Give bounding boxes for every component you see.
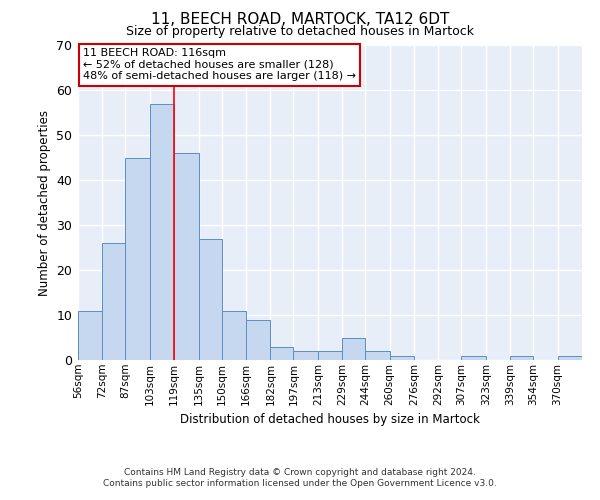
Y-axis label: Number of detached properties: Number of detached properties: [38, 110, 51, 296]
Text: Contains HM Land Registry data © Crown copyright and database right 2024.
Contai: Contains HM Land Registry data © Crown c…: [103, 468, 497, 487]
Bar: [342, 338, 365, 360]
Bar: [150, 104, 174, 360]
Bar: [125, 158, 150, 360]
Bar: [389, 356, 414, 360]
Bar: [199, 238, 221, 360]
Bar: [318, 351, 342, 360]
Text: 11, BEECH ROAD, MARTOCK, TA12 6DT: 11, BEECH ROAD, MARTOCK, TA12 6DT: [151, 12, 449, 28]
Bar: [557, 356, 582, 360]
Bar: [293, 351, 318, 360]
Bar: [174, 153, 199, 360]
Bar: [221, 310, 246, 360]
Bar: [246, 320, 271, 360]
Bar: [365, 351, 389, 360]
Bar: [461, 356, 486, 360]
X-axis label: Distribution of detached houses by size in Martock: Distribution of detached houses by size …: [180, 413, 480, 426]
Bar: [78, 310, 103, 360]
Bar: [103, 243, 125, 360]
Text: 11 BEECH ROAD: 116sqm
← 52% of detached houses are smaller (128)
48% of semi-det: 11 BEECH ROAD: 116sqm ← 52% of detached …: [83, 48, 356, 82]
Bar: [271, 346, 293, 360]
Bar: [510, 356, 533, 360]
Text: Size of property relative to detached houses in Martock: Size of property relative to detached ho…: [126, 25, 474, 38]
